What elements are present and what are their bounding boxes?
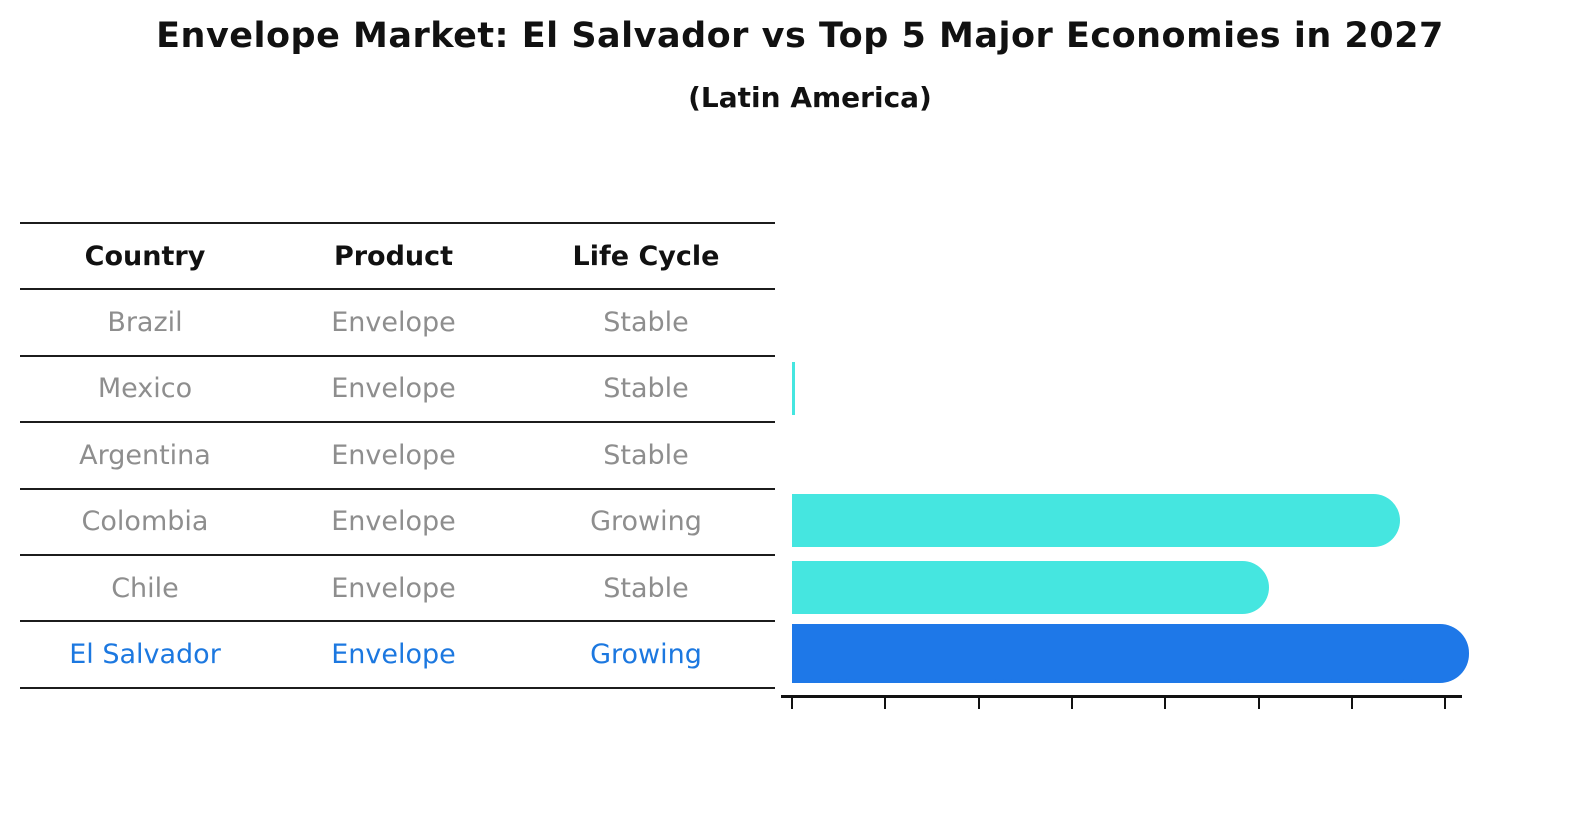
table-cell-country: Argentina	[79, 439, 211, 471]
x-tick-mark	[791, 698, 793, 709]
x-tick-mark	[1257, 698, 1260, 709]
table-cell-life-cycle: Growing	[590, 506, 702, 538]
table-cell-product: Envelope	[331, 572, 456, 604]
country-table: Country Product Life Cycle Brazil Envelope St…	[20, 222, 775, 689]
table-cell-life-cycle: Stable	[603, 439, 689, 471]
table-cell-life-cycle: Stable	[603, 572, 689, 604]
table-row: El Salvador Envelope Growing	[20, 620, 775, 686]
table-header-row: Country Product Life Cycle	[20, 222, 775, 288]
table-cell-country: Mexico	[97, 373, 193, 405]
x-tick-mark	[1350, 698, 1353, 709]
x-tick-mark	[1444, 698, 1447, 709]
x-tick-mark	[1164, 698, 1167, 709]
table-cell-product: Envelope	[331, 439, 456, 471]
table-cell-country: Brazil	[107, 307, 183, 339]
x-axis-line	[781, 695, 1462, 698]
table-cell-life-cycle: Stable	[603, 373, 689, 405]
x-tick-mark	[884, 698, 887, 709]
table-cell-country: El Salvador	[69, 639, 221, 671]
table-header-cell: Country	[84, 240, 206, 272]
chart-title: Envelope Market: El Salvador vs Top 5 Ma…	[156, 16, 1444, 56]
table-cell-product: Envelope	[331, 506, 456, 538]
table-row: Chile Envelope Stable	[20, 553, 775, 620]
table-row: Colombia Envelope Growing	[20, 487, 775, 554]
table-header-cell: Life Cycle	[572, 240, 720, 272]
table-cell-life-cycle: Stable	[603, 307, 689, 339]
table-cell-life-cycle: Growing	[590, 639, 702, 671]
table-row: Mexico Envelope Stable	[20, 354, 775, 421]
x-tick-mark	[1070, 698, 1073, 709]
table-cell-country: Colombia	[81, 506, 209, 538]
bar-chile	[792, 560, 1269, 614]
table-cell-product: Envelope	[331, 639, 456, 671]
table-cell-country: Chile	[111, 572, 179, 604]
table-header-cell: Product	[333, 240, 454, 272]
bar-el-salvador	[792, 624, 1469, 684]
bar-colombia	[792, 494, 1401, 548]
table-cell-product: Envelope	[331, 373, 456, 405]
bar-mexico-zero-sliver	[792, 361, 795, 415]
table-row: Brazil Envelope Stable	[20, 288, 775, 354]
table-row: Argentina Envelope Stable	[20, 421, 775, 487]
chart-subtitle: (Latin America)	[688, 81, 932, 114]
x-tick-mark	[977, 698, 980, 709]
table-cell-product: Envelope	[331, 307, 456, 339]
